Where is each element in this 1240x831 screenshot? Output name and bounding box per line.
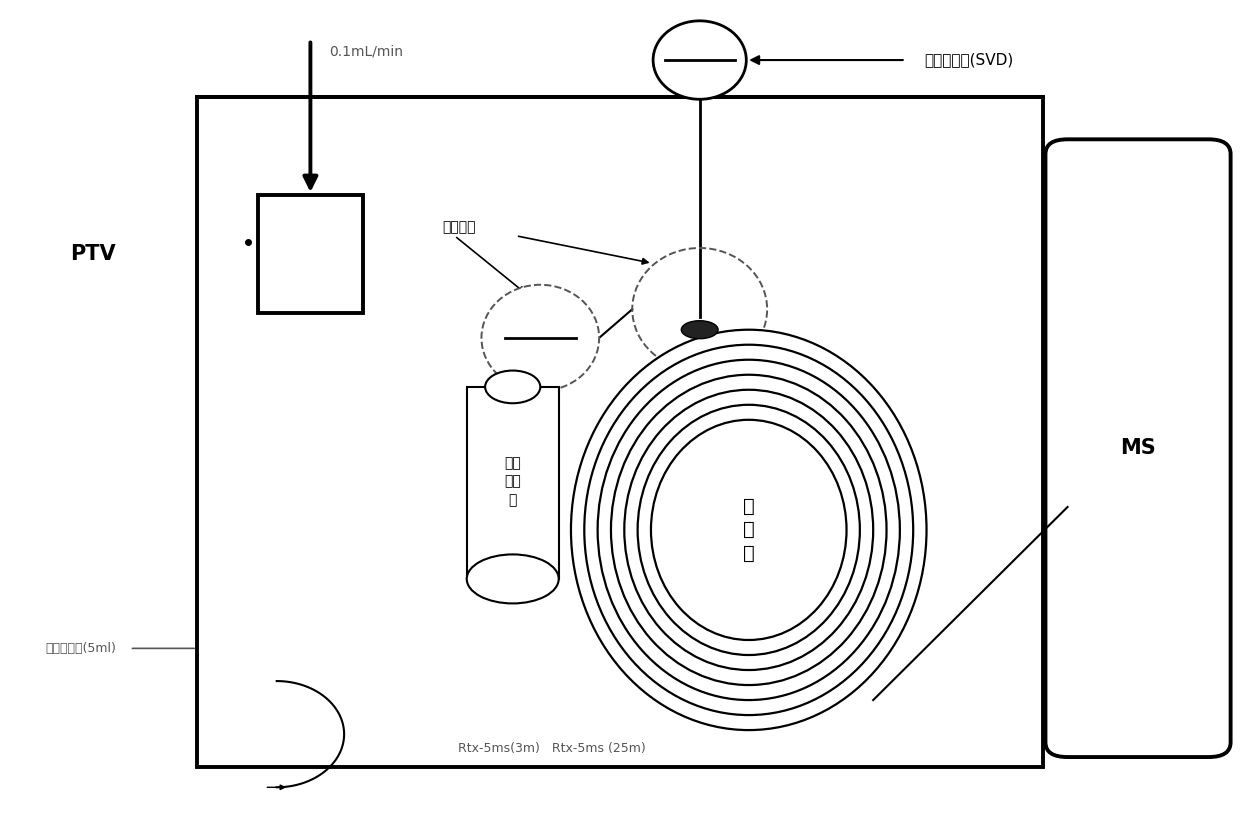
Text: 固相
萸取
柱: 固相 萸取 柱 <box>505 456 521 507</box>
Bar <box>258 195 362 313</box>
Text: 溶剂排气阀(SVD): 溶剂排气阀(SVD) <box>924 52 1013 67</box>
Bar <box>466 387 559 579</box>
FancyBboxPatch shape <box>1045 140 1230 757</box>
Ellipse shape <box>598 360 900 700</box>
Ellipse shape <box>570 330 926 730</box>
Ellipse shape <box>466 554 559 603</box>
Text: Rtx-5ms(3m)   Rtx-5ms (25m): Rtx-5ms(3m) Rtx-5ms (25m) <box>459 741 646 755</box>
Ellipse shape <box>681 321 718 339</box>
Ellipse shape <box>584 345 913 715</box>
Text: 分流接头: 分流接头 <box>443 220 476 234</box>
Ellipse shape <box>637 405 859 655</box>
Text: 0.1mL/min: 0.1mL/min <box>329 45 403 59</box>
Ellipse shape <box>653 21 746 99</box>
Ellipse shape <box>651 420 847 640</box>
Ellipse shape <box>481 285 599 391</box>
Ellipse shape <box>485 371 541 403</box>
Ellipse shape <box>611 375 887 685</box>
Text: MS: MS <box>1120 438 1156 458</box>
Text: 范围气耐管(5ml): 范围气耐管(5ml) <box>45 642 117 655</box>
Text: 分
离
柱: 分 离 柱 <box>743 497 755 563</box>
Ellipse shape <box>624 390 873 670</box>
Text: PTV: PTV <box>69 244 115 264</box>
Bar <box>197 97 1043 767</box>
